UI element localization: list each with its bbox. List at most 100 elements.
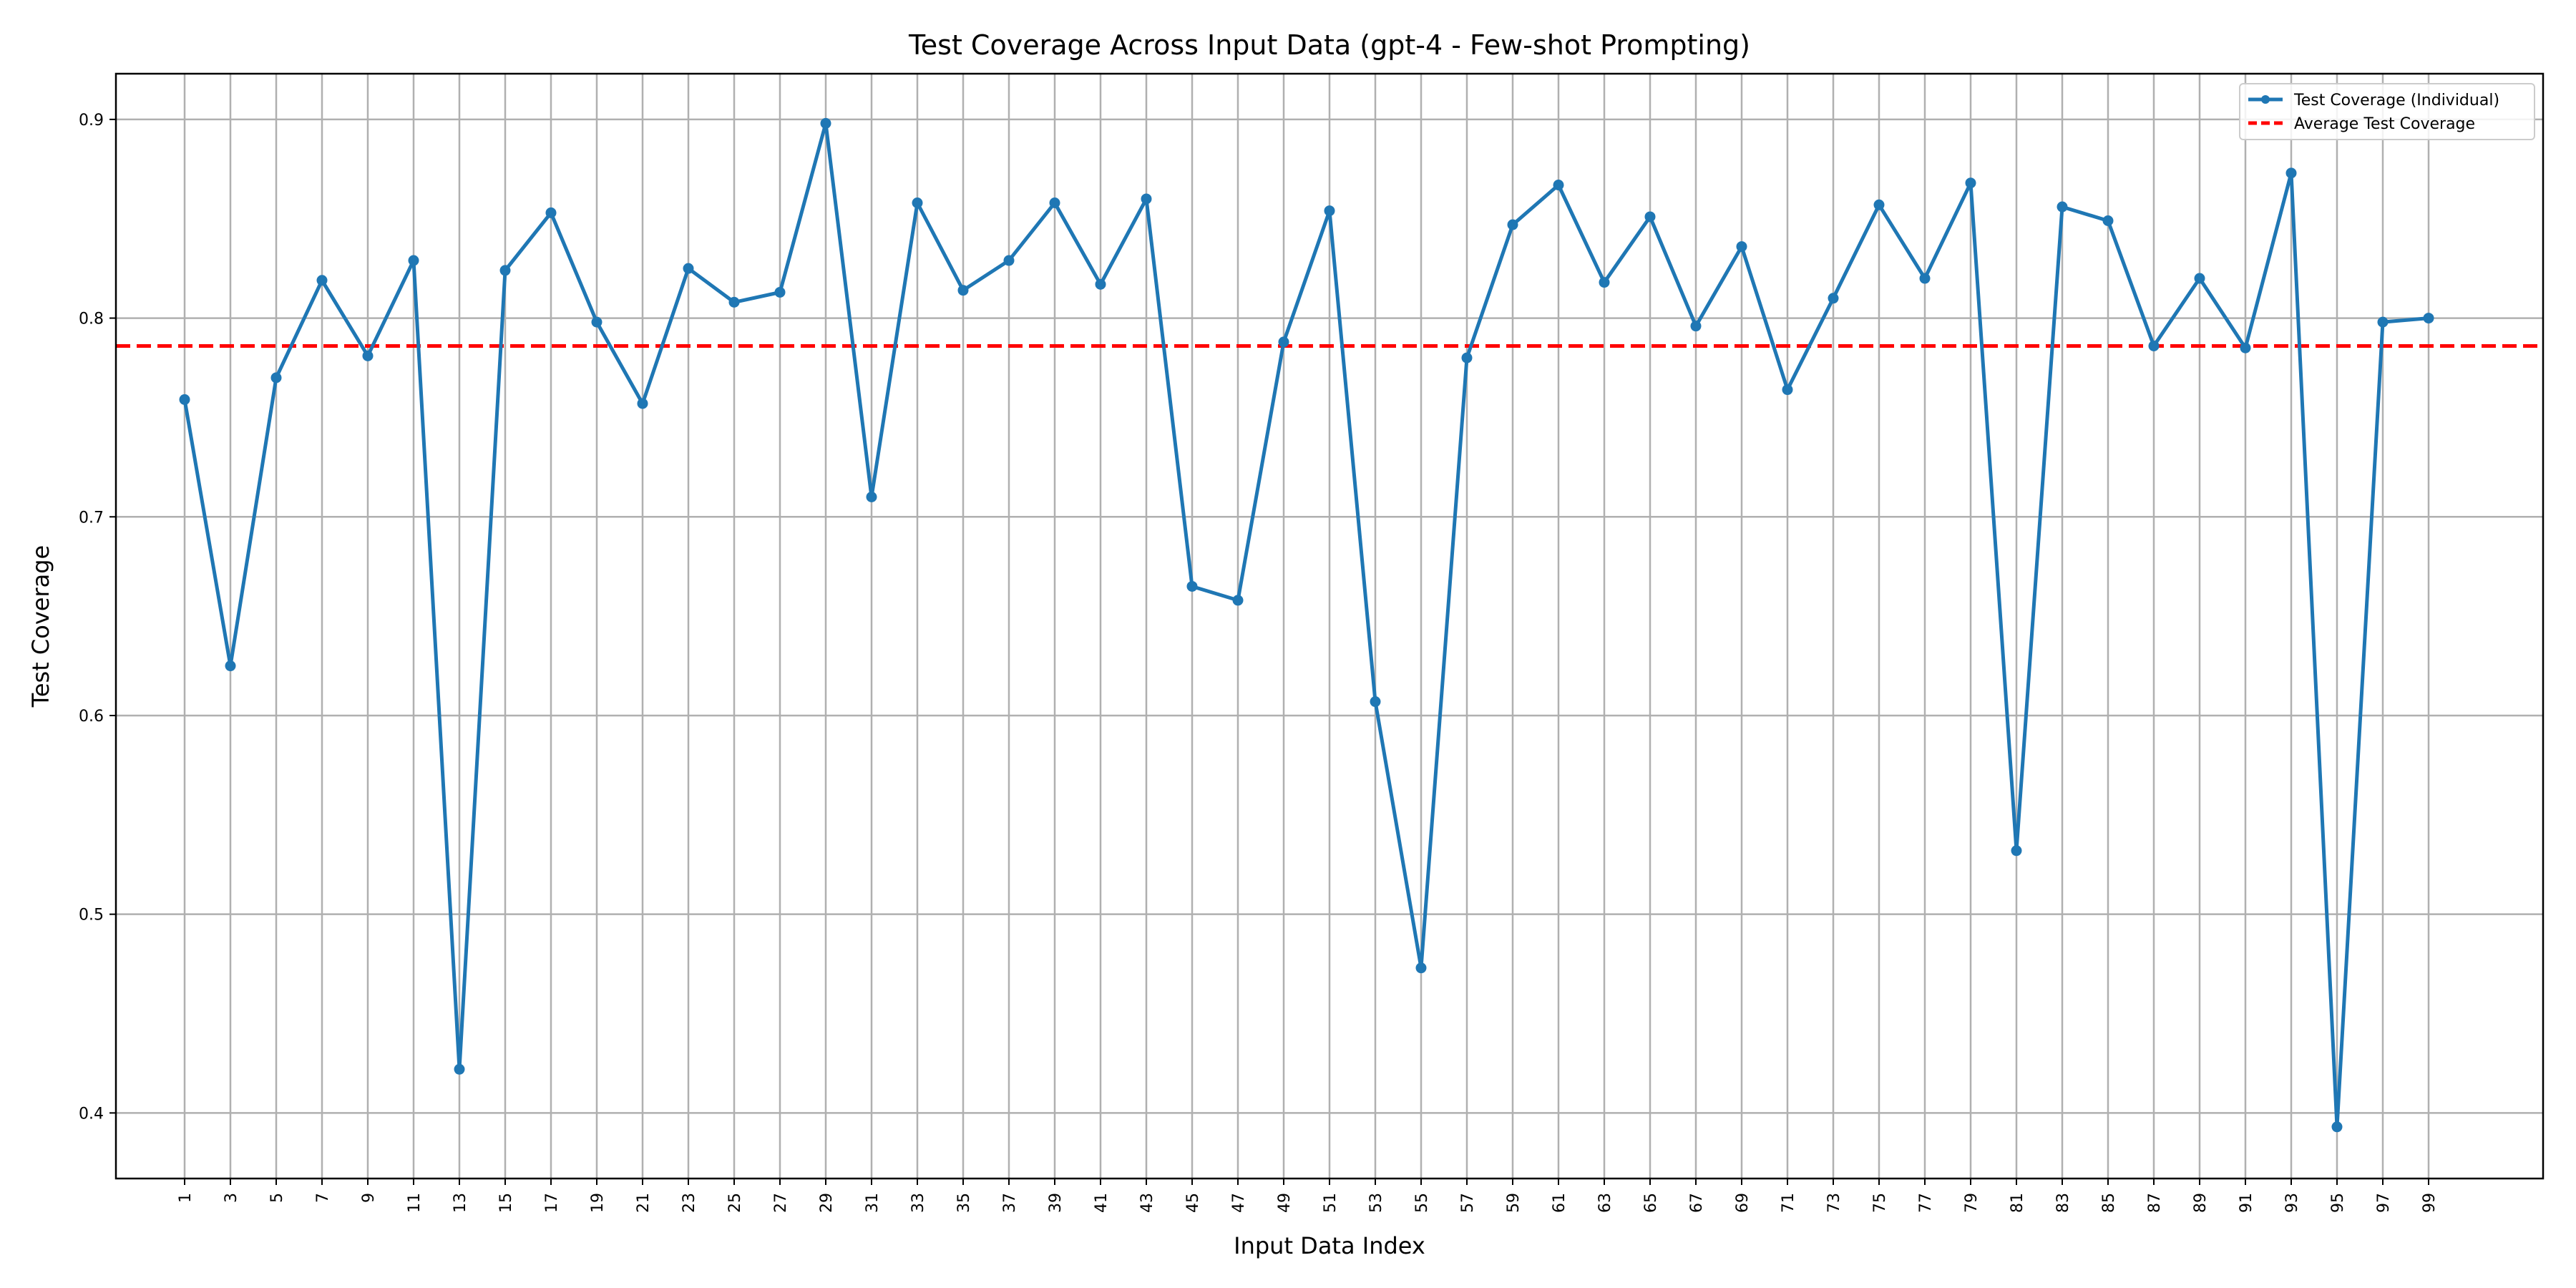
x-tick-label-69: 69 [1734, 1193, 1752, 1213]
data-point-69 [1736, 241, 1747, 253]
y-tick-label-0.9: 0.9 [79, 112, 104, 130]
x-tick-label-47: 47 [1230, 1193, 1248, 1213]
data-point-19 [591, 316, 602, 328]
data-point-23 [683, 263, 694, 274]
data-point-15 [499, 265, 511, 276]
data-point-85 [2102, 215, 2114, 226]
legend: Test Coverage (Individual) Average Test … [2239, 83, 2535, 140]
x-tick-label-33: 33 [909, 1193, 927, 1213]
x-axis-ticks: 1 3 5 7 9 11 13 15 17 19 21 23 25 27 29 31 33 35 37 39 41 43 4… [177, 1179, 2439, 1213]
data-point-35 [957, 285, 969, 296]
legend-label-average: Average Test Coverage [2294, 115, 2475, 133]
x-tick-label-79: 79 [1963, 1193, 1981, 1213]
x-tick-label-77: 77 [1917, 1193, 1935, 1213]
legend-label-individual: Test Coverage (Individual) [2293, 92, 2499, 109]
y-axis-label: Test Coverage [27, 545, 54, 708]
x-tick-label-15: 15 [497, 1193, 515, 1213]
x-tick-label-85: 85 [2100, 1193, 2118, 1213]
data-points [179, 117, 2434, 1133]
data-point-43 [1141, 193, 1152, 205]
x-tick-label-73: 73 [1825, 1193, 1843, 1213]
x-tick-label-81: 81 [2009, 1193, 2026, 1213]
x-tick-label-21: 21 [635, 1193, 653, 1213]
x-tick-label-93: 93 [2283, 1193, 2301, 1213]
data-point-3 [225, 660, 236, 672]
x-tick-label-63: 63 [1596, 1193, 1614, 1213]
data-point-51 [1324, 205, 1335, 217]
y-tick-label-0.5: 0.5 [79, 907, 104, 924]
data-point-65 [1644, 211, 1656, 223]
data-point-49 [1278, 336, 1289, 348]
legend-box [2239, 83, 2535, 140]
y-tick-label-0.6: 0.6 [79, 708, 104, 726]
x-tick-label-11: 11 [406, 1193, 424, 1213]
x-tick-label-57: 57 [1459, 1193, 1477, 1213]
data-point-25 [728, 296, 740, 308]
y-tick-label-0.8: 0.8 [79, 311, 104, 328]
data-point-57 [1461, 352, 1473, 364]
data-point-93 [2285, 167, 2297, 179]
data-point-11 [408, 255, 419, 266]
x-tick-label-7: 7 [314, 1193, 332, 1203]
data-point-47 [1232, 595, 1244, 606]
data-point-9 [362, 350, 374, 361]
data-point-91 [2240, 342, 2251, 353]
data-point-33 [912, 197, 923, 209]
data-point-45 [1186, 580, 1198, 592]
x-tick-label-43: 43 [1138, 1193, 1156, 1213]
data-point-37 [1003, 255, 1015, 266]
x-tick-label-71: 71 [1780, 1193, 1797, 1213]
y-axis-ticks: 0.4 0.5 0.6 0.7 0.8 0.9 [79, 112, 116, 1123]
data-point-41 [1095, 278, 1106, 290]
data-point-63 [1599, 277, 1610, 288]
y-tick-label-0.7: 0.7 [79, 509, 104, 527]
x-tick-label-35: 35 [955, 1193, 973, 1213]
x-tick-label-53: 53 [1367, 1193, 1385, 1213]
data-point-5 [270, 372, 282, 384]
data-point-87 [2148, 340, 2160, 351]
data-point-17 [545, 207, 557, 218]
data-point-73 [1828, 293, 1839, 304]
data-point-75 [1873, 199, 1885, 210]
x-tick-label-1: 1 [177, 1193, 195, 1203]
x-tick-label-37: 37 [1001, 1193, 1019, 1213]
x-tick-label-27: 27 [772, 1193, 790, 1213]
x-tick-label-65: 65 [1642, 1193, 1660, 1213]
data-point-79 [1965, 177, 1976, 189]
data-point-83 [2057, 201, 2068, 213]
data-point-29 [820, 117, 831, 129]
x-tick-label-45: 45 [1184, 1193, 1202, 1213]
x-tick-label-75: 75 [1871, 1193, 1889, 1213]
x-tick-label-13: 13 [452, 1193, 469, 1213]
data-point-89 [2194, 273, 2205, 284]
data-point-21 [637, 398, 648, 409]
data-point-81 [2011, 845, 2022, 857]
data-point-59 [1507, 219, 1518, 230]
x-tick-label-25: 25 [726, 1193, 744, 1213]
data-point-95 [2331, 1121, 2343, 1133]
y-tick-label-0.4: 0.4 [79, 1105, 104, 1123]
data-point-1 [179, 394, 190, 405]
x-tick-label-3: 3 [223, 1193, 240, 1203]
x-tick-label-97: 97 [2375, 1193, 2393, 1213]
x-tick-label-23: 23 [680, 1193, 698, 1213]
data-point-99 [2423, 313, 2434, 324]
x-tick-label-17: 17 [543, 1193, 561, 1213]
data-point-31 [866, 491, 877, 502]
x-tick-label-59: 59 [1505, 1193, 1523, 1213]
x-tick-label-95: 95 [2329, 1193, 2347, 1213]
chart-title: Test Coverage Across Input Data (gpt-4 -… [908, 29, 1750, 61]
data-point-39 [1049, 197, 1060, 209]
x-tick-label-49: 49 [1276, 1193, 1294, 1213]
data-point-53 [1370, 696, 1381, 708]
legend-marker-dot [2261, 95, 2270, 104]
x-tick-label-99: 99 [2421, 1193, 2439, 1213]
x-tick-label-55: 55 [1413, 1193, 1431, 1213]
data-point-61 [1553, 180, 1564, 191]
data-point-27 [774, 286, 786, 298]
x-axis-label: Input Data Index [1234, 1232, 1425, 1259]
data-point-7 [316, 275, 328, 286]
